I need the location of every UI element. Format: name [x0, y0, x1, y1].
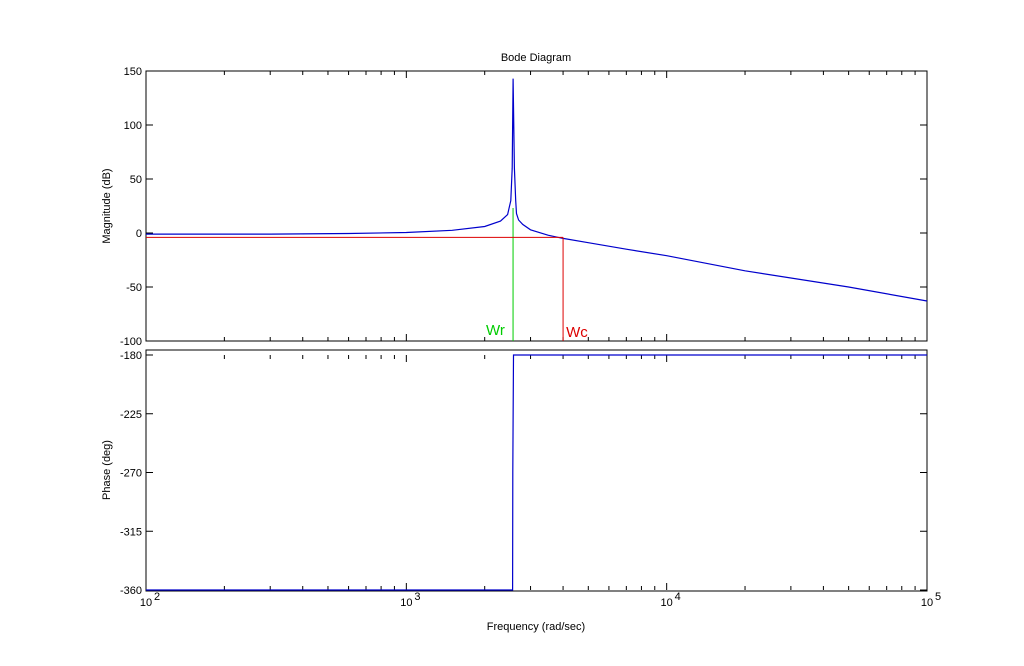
x-tick-label: 10: [661, 597, 673, 609]
x-tick-exponent: 5: [935, 591, 941, 603]
x-tick-label: 10: [921, 597, 933, 609]
y-tick-label: 150: [124, 66, 142, 78]
y-tick-label: -225: [120, 409, 142, 421]
phase-ylabel: Phase (deg): [101, 440, 113, 500]
y-tick-label: -360: [120, 585, 142, 597]
y-tick-label: -315: [120, 526, 142, 538]
y-tick-label: -180: [120, 350, 142, 362]
y-tick-label: -270: [120, 468, 142, 480]
magnitude-ylabel: Magnitude (dB): [101, 168, 113, 243]
x-tick-exponent: 3: [414, 591, 420, 603]
y-tick-label: -50: [126, 282, 142, 294]
x-tick-label: 10: [400, 597, 412, 609]
phase-series-line: [146, 354, 927, 591]
phase-axes-box: [145, 349, 928, 592]
y-tick-label: 100: [124, 120, 142, 132]
wr-label: Wr: [486, 322, 505, 339]
y-tick-label: 0: [136, 228, 142, 240]
phase-marks: [146, 354, 927, 591]
magnitude-marks: Wr Wc: [146, 78, 928, 341]
y-tick-label: -100: [120, 336, 142, 348]
x-tick-exponent: 2: [154, 591, 160, 603]
wc-label: Wc: [566, 324, 588, 341]
x-tick-exponent: 4: [675, 591, 681, 603]
magnitude-plot: 150 100 50 0 -50 -100 Wr Wc Magnitude (dB): [101, 66, 928, 348]
frequency-xlabel: Frequency (rad/sec): [487, 621, 585, 633]
magnitude-series-line: [146, 78, 928, 302]
y-tick-label: 50: [130, 174, 142, 186]
magnitude-ticks: 150 100 50 0 -50 -100: [120, 66, 928, 348]
x-tick-label: 10: [140, 597, 152, 609]
magnitude-axes-box: [145, 70, 928, 342]
figure-title: Bode Diagram: [501, 52, 571, 64]
